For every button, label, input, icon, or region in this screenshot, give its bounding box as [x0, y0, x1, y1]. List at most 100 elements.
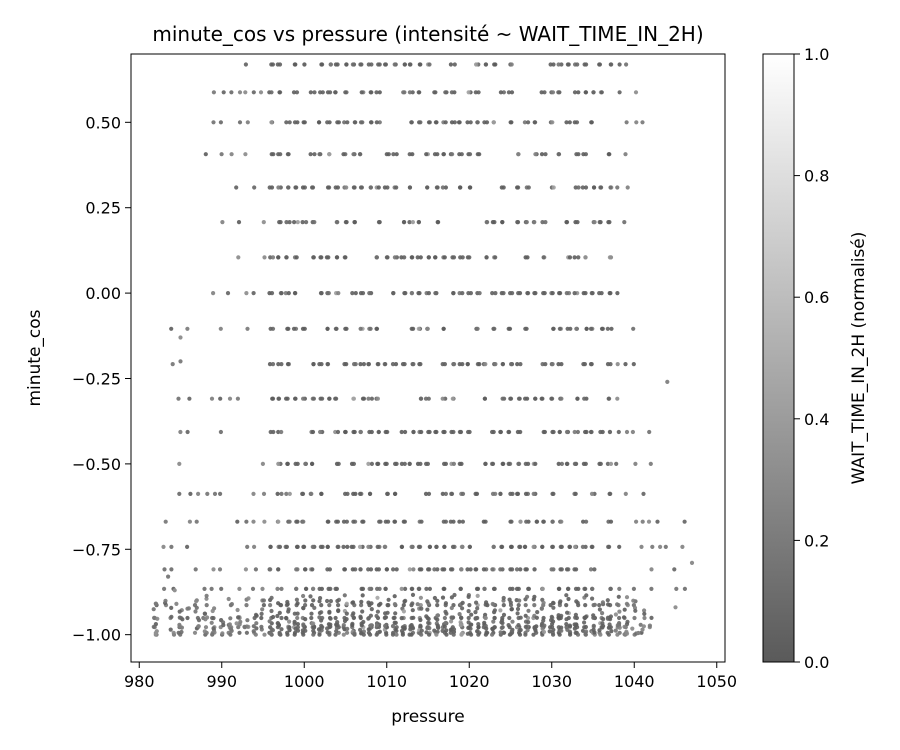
data-point	[523, 544, 528, 550]
data-point	[393, 620, 398, 626]
data-point	[605, 598, 610, 603]
data-point	[448, 630, 453, 635]
data-point	[328, 586, 333, 592]
data-point	[234, 621, 239, 626]
data-point	[483, 615, 488, 621]
data-point	[358, 567, 363, 572]
data-point	[541, 600, 546, 605]
data-point	[550, 362, 555, 367]
data-point	[617, 62, 622, 67]
data-point	[490, 626, 495, 631]
data-point	[558, 544, 563, 550]
data-point	[359, 62, 364, 67]
data-point	[565, 627, 570, 632]
data-point	[475, 629, 480, 634]
data-point	[572, 120, 577, 125]
data-point	[535, 610, 540, 615]
data-point	[584, 519, 589, 524]
data-point	[267, 619, 272, 624]
data-point	[318, 255, 323, 260]
data-point	[352, 220, 357, 225]
data-point	[252, 544, 257, 550]
data-point	[401, 609, 406, 614]
data-point	[515, 220, 520, 225]
data-point	[510, 619, 515, 624]
data-point	[567, 544, 572, 550]
data-point	[549, 396, 554, 401]
data-point	[558, 599, 563, 604]
data-point	[353, 291, 358, 296]
data-point	[476, 622, 481, 627]
data-point	[419, 628, 424, 633]
data-point	[351, 519, 356, 524]
data-point	[163, 519, 168, 524]
data-point	[532, 220, 537, 225]
data-point	[501, 612, 507, 618]
data-point	[624, 120, 629, 125]
data-point	[300, 491, 305, 496]
data-point	[284, 491, 289, 496]
data-point	[261, 220, 266, 225]
data-point	[523, 613, 528, 618]
data-point	[291, 90, 297, 95]
data-point	[293, 461, 298, 466]
data-point	[336, 608, 341, 614]
data-point	[317, 632, 322, 637]
data-point	[506, 461, 511, 466]
data-point	[630, 429, 636, 435]
data-point	[564, 593, 569, 598]
data-point	[295, 622, 300, 627]
data-point	[358, 627, 363, 633]
data-point	[436, 625, 441, 631]
data-point	[475, 152, 480, 157]
data-point	[514, 567, 520, 572]
data-point	[284, 220, 289, 225]
data-point	[449, 120, 455, 125]
data-point	[411, 615, 416, 620]
data-point	[383, 623, 388, 629]
data-point	[531, 544, 536, 550]
data-point	[343, 90, 348, 95]
data-point	[475, 326, 480, 331]
data-point	[559, 628, 564, 633]
data-point	[333, 586, 338, 592]
data-point	[606, 152, 611, 157]
chart-title: minute_cos vs pressure (intensité ~ WAIT…	[152, 22, 703, 46]
data-point	[383, 519, 388, 524]
data-point	[419, 567, 424, 572]
data-point	[491, 619, 496, 624]
data-point	[279, 586, 284, 592]
data-point	[402, 255, 407, 260]
data-point	[500, 396, 505, 401]
data-point	[556, 362, 561, 367]
data-point	[270, 255, 276, 260]
y-tick-label: 0.00	[85, 284, 121, 303]
data-point	[352, 429, 357, 435]
data-point	[333, 326, 338, 331]
data-point	[345, 630, 350, 635]
data-point	[193, 609, 198, 614]
data-point	[498, 567, 503, 572]
y-tick-label: −0.25	[72, 369, 121, 388]
data-point	[557, 632, 562, 637]
data-point	[360, 609, 365, 614]
data-point	[541, 618, 546, 623]
data-point	[285, 461, 290, 466]
data-point	[218, 491, 223, 496]
data-point	[449, 491, 455, 496]
data-point	[294, 255, 299, 260]
data-point	[485, 220, 490, 225]
data-point	[615, 623, 620, 628]
data-point	[597, 628, 602, 633]
data-point	[647, 623, 653, 628]
data-point	[599, 326, 605, 331]
data-point	[466, 90, 471, 95]
colorbar-tick-label: 1.0	[804, 45, 829, 64]
data-point	[260, 586, 265, 592]
data-point	[525, 594, 530, 599]
data-point	[539, 396, 544, 401]
data-point	[287, 619, 292, 624]
data-point	[393, 362, 399, 367]
data-point	[597, 220, 602, 225]
